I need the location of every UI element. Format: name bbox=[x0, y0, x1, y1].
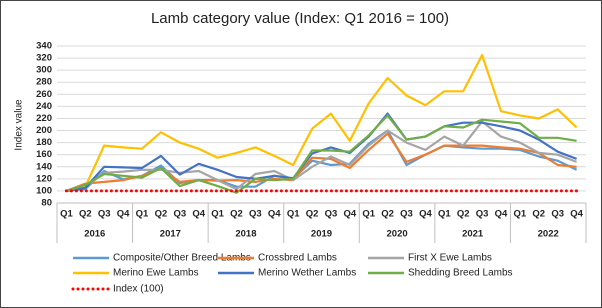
year-label: 2018 bbox=[235, 229, 256, 240]
legend-label: Composite/Other Breed Lambs bbox=[113, 253, 251, 264]
y-tick-label: 80 bbox=[41, 198, 52, 209]
x-tick-label: Q4 bbox=[268, 209, 281, 220]
x-tick-label: Q3 bbox=[325, 209, 338, 220]
legend-label: Merino Ewe Lambs bbox=[113, 268, 199, 279]
x-tick-label: Q2 bbox=[79, 209, 92, 220]
series-line bbox=[66, 120, 577, 192]
x-tick-label: Q3 bbox=[173, 209, 186, 220]
y-tick-label: 320 bbox=[36, 53, 52, 64]
x-tick-label: Q2 bbox=[457, 209, 470, 220]
x-tick-label: Q2 bbox=[381, 209, 394, 220]
y-tick-label: 140 bbox=[36, 161, 52, 172]
x-tick-label: Q3 bbox=[476, 209, 489, 220]
y-tick-label: 240 bbox=[36, 101, 52, 112]
legend-label: First X Ewe Lambs bbox=[408, 253, 492, 264]
x-tick-label: Q3 bbox=[551, 209, 564, 220]
x-tick-label: Q1 bbox=[136, 209, 149, 220]
x-tick-label: Q3 bbox=[400, 209, 413, 220]
year-label: 2019 bbox=[311, 229, 332, 240]
series-line bbox=[66, 114, 577, 194]
year-label: 2022 bbox=[538, 229, 559, 240]
year-label: 2017 bbox=[160, 229, 181, 240]
x-tick-label: Q1 bbox=[60, 209, 73, 220]
legend-label: Shedding Breed Lambs bbox=[408, 268, 513, 279]
x-tick-label: Q2 bbox=[306, 209, 319, 220]
y-tick-label: 100 bbox=[36, 185, 52, 196]
y-tick-label: 280 bbox=[36, 77, 52, 88]
x-tick-label: Q4 bbox=[570, 209, 583, 220]
y-tick-label: 260 bbox=[36, 89, 52, 100]
y-tick-label: 340 bbox=[36, 41, 52, 52]
x-tick-label: Q4 bbox=[117, 209, 130, 220]
year-label: 2020 bbox=[387, 229, 408, 240]
x-tick-label: Q3 bbox=[98, 209, 111, 220]
x-tick-label: Q1 bbox=[362, 209, 375, 220]
chart-title: Lamb category value (Index: Q1 2016 = 10… bbox=[151, 10, 449, 27]
legend-label: Crossbred Lambs bbox=[258, 253, 337, 264]
series-line bbox=[66, 54, 578, 192]
x-tick-label: Q4 bbox=[343, 209, 356, 220]
y-tick-label: 120 bbox=[36, 173, 52, 184]
x-tick-label: Q2 bbox=[155, 209, 168, 220]
y-tick-label: 160 bbox=[36, 149, 52, 160]
y-axis-label: Index value bbox=[14, 99, 25, 151]
y-tick-label: 220 bbox=[36, 113, 52, 124]
x-tick-label: Q1 bbox=[287, 209, 300, 220]
x-tick-label: Q2 bbox=[230, 209, 243, 220]
y-tick-label: 200 bbox=[36, 125, 52, 136]
x-tick-label: Q4 bbox=[495, 209, 508, 220]
x-tick-label: Q3 bbox=[249, 209, 262, 220]
x-tick-label: Q2 bbox=[532, 209, 545, 220]
legend-label: Index (100) bbox=[113, 284, 164, 295]
x-tick-label: Q4 bbox=[192, 209, 205, 220]
y-tick-label: 300 bbox=[36, 65, 52, 76]
x-tick-label: Q1 bbox=[438, 209, 451, 220]
year-label: 2016 bbox=[84, 229, 105, 240]
x-tick-label: Q4 bbox=[419, 209, 432, 220]
x-tick-label: Q1 bbox=[514, 209, 527, 220]
year-label: 2021 bbox=[462, 229, 484, 240]
x-tick-label: Q1 bbox=[211, 209, 224, 220]
legend-label: Merino Wether Lambs bbox=[258, 268, 356, 279]
y-tick-label: 180 bbox=[36, 137, 52, 148]
